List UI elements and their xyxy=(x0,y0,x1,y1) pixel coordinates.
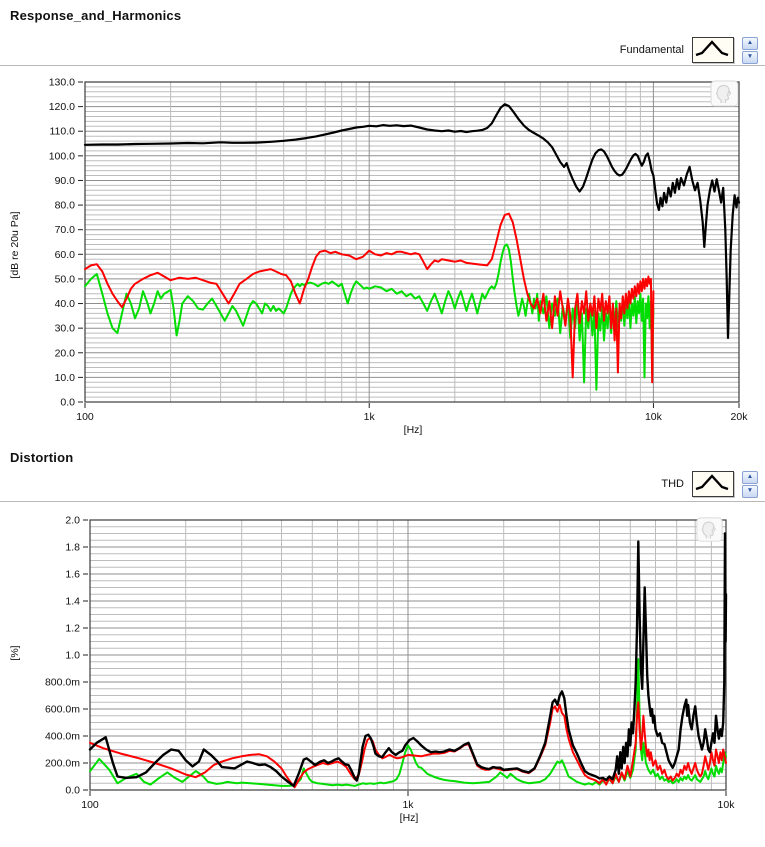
y-tick-label: 2.0 xyxy=(65,515,80,527)
legend-plot-sample-icon[interactable] xyxy=(692,471,734,497)
chart-title-distortion: Distortion xyxy=(10,450,74,465)
y-tick-label: 80.0 xyxy=(55,200,76,212)
y-tick-label: 200.0m xyxy=(45,758,80,770)
series-harmonic-2 xyxy=(89,701,727,789)
y-axis-unit-label-response: [dB re 20u Pa] xyxy=(9,211,21,279)
y-tick-label: 60.0 xyxy=(55,249,76,261)
y-tick-label: 70.0 xyxy=(55,224,76,236)
y-tick-label: 0.0 xyxy=(60,397,75,409)
legend-plot-name[interactable]: THD xyxy=(661,478,684,490)
y-tick-label: 400.0m xyxy=(45,731,80,743)
plot-legend-response: Fundamental ▲ ▼ xyxy=(620,35,758,65)
x-tick-label: 10k xyxy=(645,411,663,423)
x-tick-label: 1k xyxy=(364,411,376,423)
down-arrow-icon: ▼ xyxy=(746,53,754,60)
y-tick-label: 1.6 xyxy=(65,569,80,581)
plot-selector-spinner: ▲ ▼ xyxy=(742,36,758,64)
series-thd xyxy=(88,532,728,788)
x-axis-unit-label-distortion: [Hz] xyxy=(399,812,419,824)
response-chart-canvas[interactable]: 130.0 120.0 110.0 100.0 90.0 80.0 70.0 60.0 50.0… xyxy=(0,68,765,445)
x-tick-label: 20k xyxy=(731,411,749,423)
panel-divider xyxy=(0,65,765,69)
y-tick-label: 600.0m xyxy=(45,704,80,716)
up-arrow-icon: ▲ xyxy=(746,39,754,46)
y-tick-label: 120.0 xyxy=(49,101,75,113)
plot-legend-distortion: THD ▲ ▼ xyxy=(661,469,758,499)
y-tick-label: 30.0 xyxy=(55,323,76,335)
y-tick-label: 1.8 xyxy=(65,542,80,554)
series-fundamental xyxy=(83,103,741,340)
plot-selector-spinner: ▲ ▼ xyxy=(742,470,758,498)
y-tick-label: 1.4 xyxy=(65,596,80,608)
y-tick-label: 110.0 xyxy=(50,126,76,138)
listener-head-icon xyxy=(696,516,724,549)
y-tick-label: 100.0 xyxy=(49,150,75,162)
y-tick-label: 90.0 xyxy=(55,175,76,187)
y-tick-label: 10.0 xyxy=(55,372,76,384)
series-harmonic-3 xyxy=(84,243,655,391)
spinner-down-button[interactable]: ▼ xyxy=(742,50,758,64)
up-arrow-icon: ▲ xyxy=(746,473,754,480)
x-tick-label: 100 xyxy=(81,799,99,811)
y-tick-label: 40.0 xyxy=(55,298,76,310)
series-harmonic-2 xyxy=(84,212,655,384)
spinner-up-button[interactable]: ▲ xyxy=(742,36,758,50)
x-tick-label: 100 xyxy=(76,411,94,423)
y-tick-label: 20.0 xyxy=(55,347,76,359)
panel-divider xyxy=(0,501,765,505)
chart-title-response: Response_and_Harmonics xyxy=(10,8,182,23)
spinner-up-button[interactable]: ▲ xyxy=(742,470,758,484)
down-arrow-icon: ▼ xyxy=(746,487,754,494)
y-tick-label: 130.0 xyxy=(49,77,75,89)
y-tick-label: 50.0 xyxy=(55,273,76,285)
x-axis-unit-label-response: [Hz] xyxy=(403,424,423,436)
y-tick-label: 800.0m xyxy=(45,677,80,689)
legend-plot-sample-icon[interactable] xyxy=(692,37,734,63)
listener-head-icon xyxy=(710,80,740,113)
legend-plot-name[interactable]: Fundamental xyxy=(619,44,684,56)
distortion-chart-canvas[interactable]: 2.0 1.8 1.6 1.4 1.2 1.0 800.0m 600.0m 400.0m 200.… xyxy=(0,504,765,835)
y-tick-label: 1.2 xyxy=(65,623,80,635)
y-tick-label: 1.0 xyxy=(65,650,80,662)
y-tick-label: 0.0 xyxy=(65,785,80,797)
y-axis-unit-label-distortion: [%] xyxy=(9,645,21,661)
spinner-down-button[interactable]: ▼ xyxy=(742,484,758,498)
x-tick-label: 1k xyxy=(402,799,414,811)
x-tick-label: 10k xyxy=(718,799,736,811)
